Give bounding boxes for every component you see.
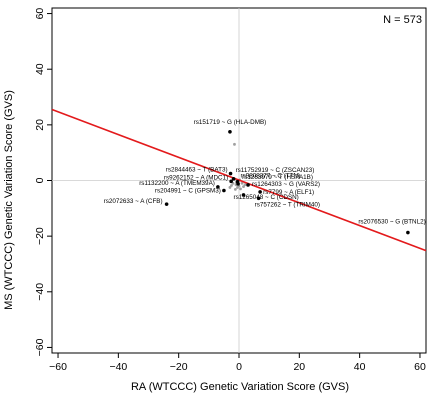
point-label: rs1132200 ~ A (TMEM39A): [139, 180, 215, 187]
y-tick-label: −20: [34, 227, 46, 245]
y-tick-label: 20: [34, 119, 46, 131]
x-tick-label: −40: [109, 361, 127, 373]
data-point: [256, 196, 261, 201]
x-axis-label: RA (WTCCC) Genetic Variation Score (GVS): [131, 381, 349, 393]
background-point: [228, 186, 232, 189]
y-tick-label: 40: [34, 63, 46, 75]
x-tick-label: 0: [236, 361, 242, 373]
data-point: [241, 193, 246, 197]
point-label: rs9808377 ~ C (TTN): [240, 173, 300, 180]
point-label: rs2844463 ~ T (BAT3): [166, 167, 228, 174]
background-point: [233, 188, 237, 191]
background-point: [230, 184, 233, 187]
y-axis: −60 −40 −20 0 20 40 60: [34, 8, 52, 356]
data-point: [258, 190, 262, 194]
x-tick-label: 60: [414, 361, 426, 373]
point-label: rs1264303 ~ G (VARS2): [252, 181, 320, 188]
background-point: [239, 187, 242, 191]
background-point: [243, 183, 247, 187]
y-tick-label: 0: [34, 177, 46, 183]
point-label: rs11752919 ~ C (ZSCAN23): [236, 167, 315, 174]
x-tick-label: −60: [49, 361, 67, 373]
point-label: rs1263979 ~ T (HSPA1B): [242, 174, 313, 181]
background-point: [236, 186, 239, 189]
point-label: rs1265048 ~ C (CDSN): [234, 194, 299, 201]
background-point: [242, 185, 245, 189]
point-label: rs757262 ~ T (TRIM40): [255, 201, 320, 208]
point-label: rs204991 ~ C (GPSM3): [155, 188, 221, 195]
point-labels: rs151719 ~ G (HLA-DMB) rs2844463 ~ T (BAT…: [104, 119, 426, 226]
y-axis-label: MS (WTCCC) Genetic Variation Score (GVS): [3, 90, 15, 310]
point-label: rs2076530 ~ G (BTNL2): [358, 219, 425, 226]
x-tick-label: 20: [293, 361, 305, 373]
x-tick-label: 40: [354, 361, 366, 373]
data-point: [228, 171, 233, 176]
point-label: rs9262152 ~ A (MDC1): [164, 174, 228, 181]
regression-line: [51, 108, 427, 252]
labeled-points: [164, 130, 410, 235]
data-point: [229, 179, 233, 184]
x-axis: −60 −40 −20 0 20 40 60: [49, 353, 426, 373]
y-tick-label: −40: [34, 283, 46, 301]
data-point: [406, 230, 410, 235]
data-point: [231, 177, 236, 181]
point-label: rs151719 ~ G (HLA-DMB): [194, 119, 267, 126]
point-label: rs2072633 ~ A (CFB): [104, 198, 163, 205]
sample-size-label: N = 573: [383, 14, 422, 26]
background-point: [240, 181, 244, 185]
data-point: [222, 188, 226, 193]
y-tick-label: 60: [34, 8, 46, 20]
data-point: [236, 182, 240, 186]
data-point: [246, 183, 250, 187]
y-tick-label: −60: [34, 338, 46, 356]
data-point: [228, 130, 232, 134]
x-tick-label: −20: [170, 361, 188, 373]
data-point: [164, 202, 169, 206]
background-point: [233, 142, 236, 146]
data-point: [216, 185, 220, 189]
regression-line-path: [51, 108, 427, 252]
point-label: rs7799 ~ A (ELF1): [263, 189, 314, 196]
